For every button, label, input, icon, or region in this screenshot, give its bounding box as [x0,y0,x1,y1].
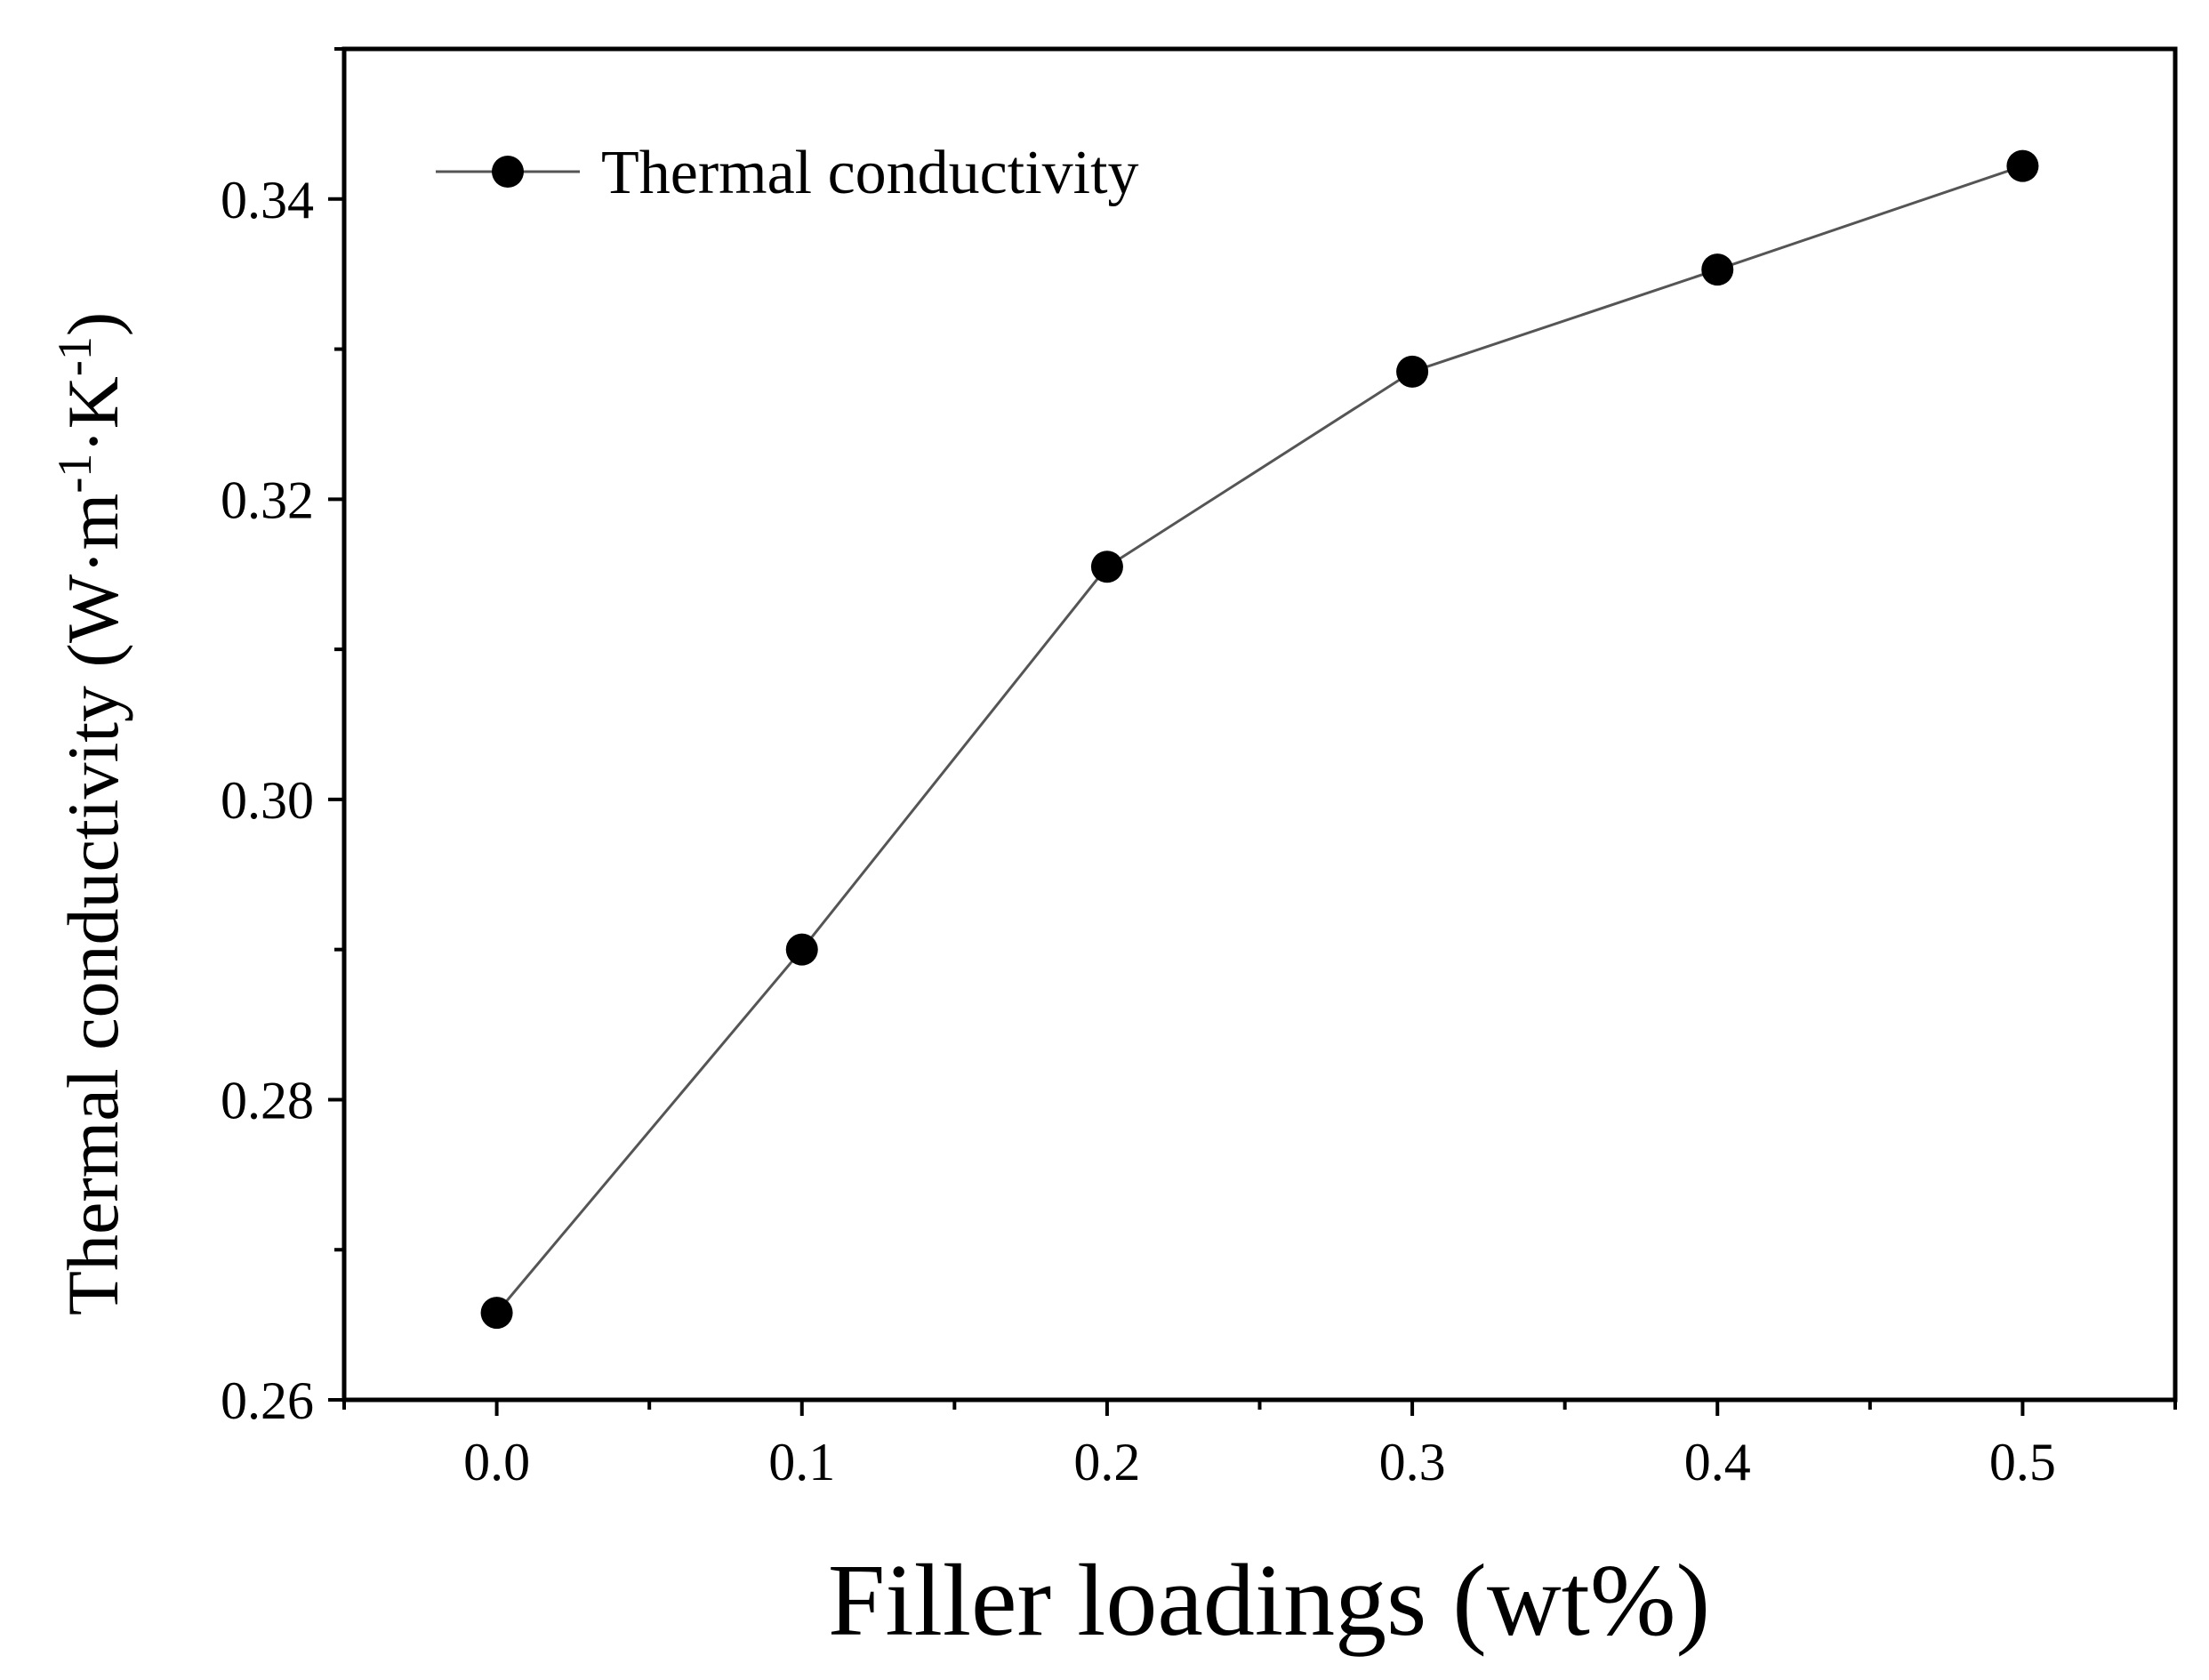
series-line [495,165,2023,1314]
y-axis-title-part: ·K [52,376,133,454]
legend-label: Thermal conductivity [601,139,1139,207]
plot-frame [341,46,2178,1403]
data-point [785,933,818,966]
series-layer [480,149,2039,1330]
y-axis-title: Thermal conductivity (W·m-1·K-1) [48,312,133,1315]
data-point [480,1297,513,1330]
data-point [1090,551,1123,583]
x-tick-label: 0.2 [1073,1433,1140,1491]
data-point [1396,355,1429,388]
legend-marker [492,156,524,188]
y-axis-title-part: Thermal conductivity (W·m [52,494,133,1315]
axes-layer: 0.0 0.1 0.2 0.3 0.4 0.5 0.26 0.28 0.30 0.32 0.34 [221,46,2178,1491]
y-tick-label: 0.28 [221,1071,314,1129]
x-tick-label: 0.0 [463,1433,530,1491]
legend: Thermal conductivity [436,139,1139,207]
x-tick-label: 0.4 [1684,1433,1751,1491]
y-tick-label: 0.26 [221,1371,314,1430]
y-tick-label: 0.34 [221,171,314,229]
y-axis-title-part: ) [52,312,133,336]
x-tick-label: 0.3 [1379,1433,1446,1491]
x-axis-title: Filler loadings (wt%) [828,1544,1710,1658]
y-axis-title-superscript: -1 [48,336,101,376]
y-tick-label: 0.30 [221,771,314,830]
data-point [1701,253,1734,286]
x-tick-label: 0.1 [768,1433,835,1491]
y-axis-title-superscript: -1 [48,454,101,494]
x-tick-label: 0.5 [1989,1433,2056,1491]
y-tick-label: 0.32 [221,470,314,529]
data-point [2006,149,2039,182]
